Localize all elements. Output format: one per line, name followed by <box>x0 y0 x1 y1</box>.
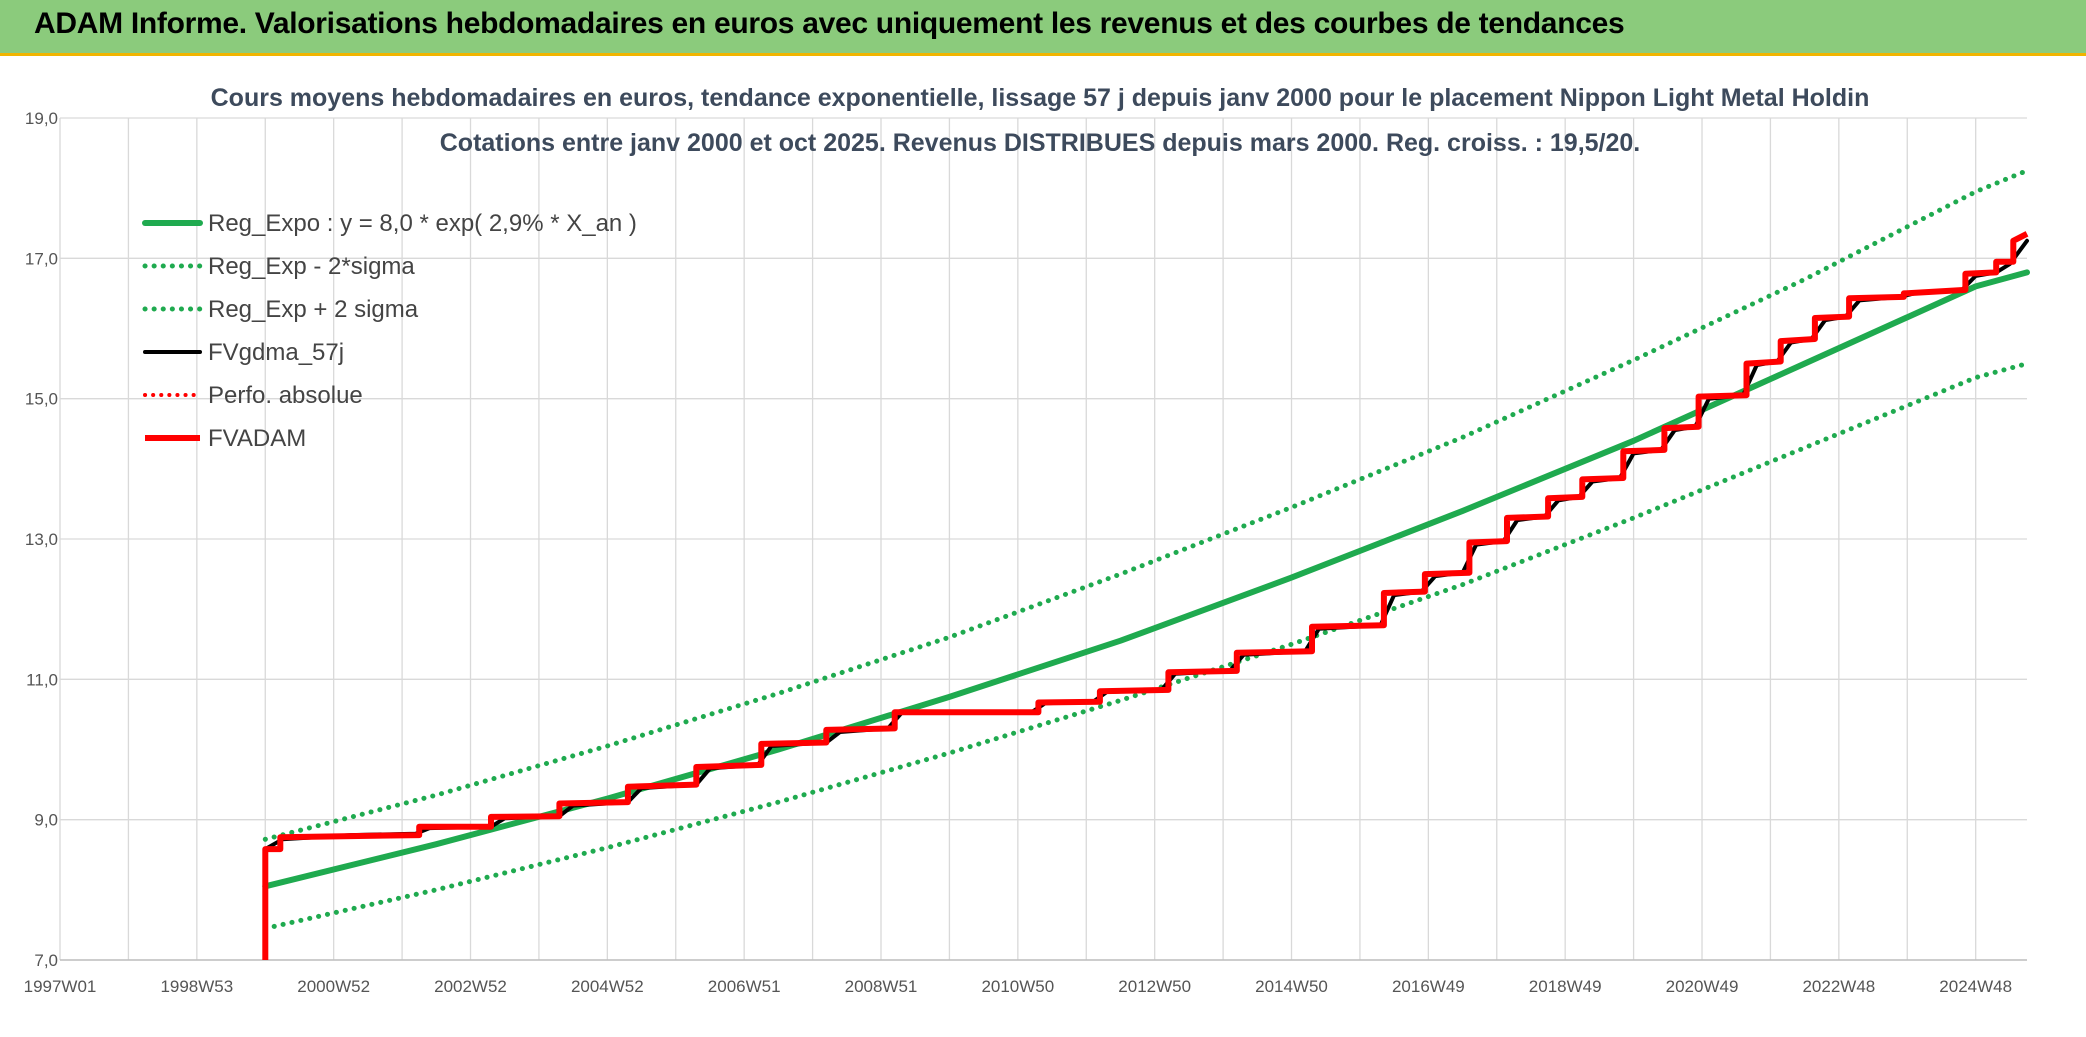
legend: Reg_Expo : y = 8,0 * exp( 2,9% * X_an ) R… <box>142 210 637 452</box>
legend-label: Reg_Exp + 2 sigma <box>208 296 419 323</box>
legend-label: FVADAM <box>208 425 306 452</box>
chart-background <box>0 56 2086 1037</box>
chart: 7,0 9,0 11,0 13,0 15,0 17,0 19,0 1997W01 1998W53… <box>0 56 2086 1037</box>
legend-label: Reg_Exp - 2*sigma <box>208 253 415 280</box>
axis-ticks: 7,0 9,0 11,0 13,0 15,0 17,0 19,0 1997W01 1998W53… <box>24 109 2012 996</box>
legend-label: Perfo. absolue <box>208 382 363 409</box>
header-bar: ADAM Informe. Valorisations hebdomadaire… <box>0 0 2086 56</box>
series-line <box>262 231 2029 960</box>
series <box>262 168 2030 960</box>
y-tick-label: 19,0 <box>25 109 58 128</box>
legend-label: FVgdma_57j <box>208 339 344 366</box>
x-tick-label: 2016W49 <box>1392 977 1465 996</box>
y-tick-label: 15,0 <box>25 390 58 409</box>
x-tick-label: 2024W48 <box>1939 977 2012 996</box>
y-tick-label: 7,0 <box>34 951 58 970</box>
x-tick-label: 2014W50 <box>1255 977 1328 996</box>
chart-title-line-1: Cours moyens hebdomadaires en euros, ten… <box>211 84 1870 112</box>
x-tick-label: 2010W50 <box>981 977 1054 996</box>
x-tick-label: 1998W53 <box>160 977 233 996</box>
x-tick-label: 2002W52 <box>434 977 507 996</box>
x-tick-label: 2008W51 <box>845 977 918 996</box>
x-tick-label: 2018W49 <box>1529 977 1602 996</box>
page-title: ADAM Informe. Valorisations hebdomadaire… <box>34 7 1625 40</box>
y-tick-label: 9,0 <box>34 811 58 830</box>
x-tick-label: 1997W01 <box>24 977 97 996</box>
x-tick-label: 2020W49 <box>1666 977 1739 996</box>
y-tick-label: 17,0 <box>25 249 58 268</box>
y-tick-label: 11,0 <box>26 670 58 689</box>
x-tick-label: 2022W48 <box>1802 977 1875 996</box>
series-line <box>262 168 2030 842</box>
x-tick-label: 2006W51 <box>708 977 781 996</box>
x-tick-label: 2000W52 <box>297 977 370 996</box>
x-tick-label: 2012W50 <box>1118 977 1191 996</box>
grid <box>59 117 2027 961</box>
y-tick-label: 13,0 <box>25 530 58 549</box>
legend-label: Reg_Expo : y = 8,0 * exp( 2,9% * X_an ) <box>208 210 637 237</box>
x-tick-label: 2004W52 <box>571 977 644 996</box>
chart-title-line-2: Cotations entre janv 2000 et oct 2025. R… <box>440 129 1641 157</box>
